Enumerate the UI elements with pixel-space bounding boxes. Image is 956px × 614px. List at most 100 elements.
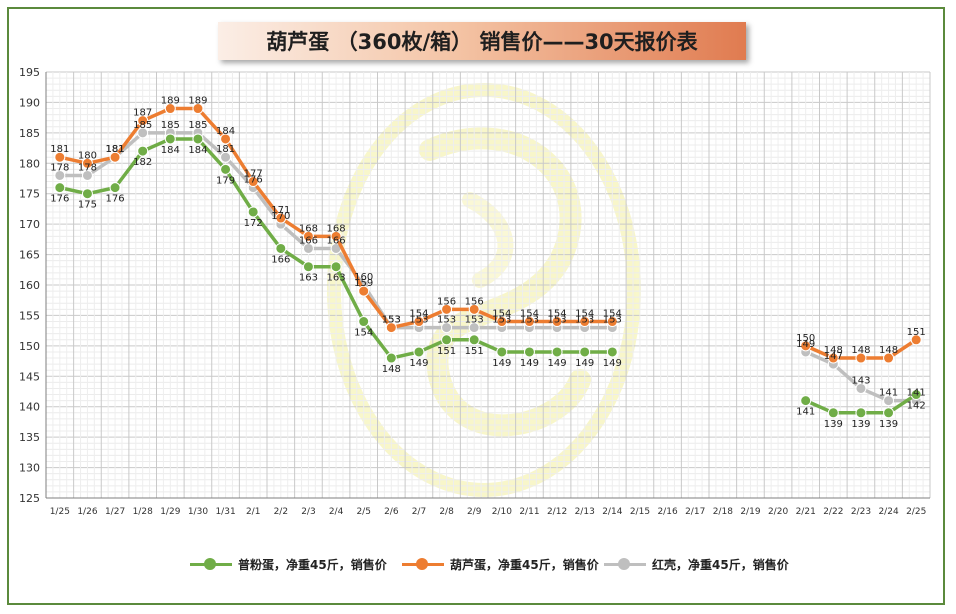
x-tick-label: 2/5 [356,507,370,517]
data-label: 176 [50,194,69,205]
data-label: 143 [851,375,870,386]
x-tick-label: 2/12 [547,507,567,517]
legend-swatch-series-2 [402,557,444,571]
data-point [551,316,563,328]
data-label: 149 [796,339,815,350]
data-point [855,382,867,394]
data-point [579,316,591,328]
data-point [441,303,453,315]
x-tick-label: 2/17 [685,507,705,517]
data-label: 148 [851,345,870,356]
data-point [523,316,535,328]
x-tick-label: 2/1 [246,507,260,517]
data-point [275,242,287,254]
data-label: 154 [548,309,567,320]
x-tick-label: 2/18 [713,507,733,517]
data-label: 151 [437,346,456,357]
data-label: 182 [133,157,152,168]
data-label: 168 [299,223,318,234]
data-point [302,261,314,273]
legend-label-series-1: 普粉蛋，净重45斤，销售价 [238,557,387,572]
data-point [883,407,895,419]
data-label: 181 [106,144,125,155]
series-2 [54,103,922,364]
data-point [330,261,342,273]
y-tick-label: 125 [19,492,40,505]
data-label: 153 [382,315,401,326]
data-point [468,303,480,315]
x-tick-label: 2/3 [301,507,315,517]
data-point [883,395,895,407]
data-point [496,316,508,328]
data-label: 185 [188,120,207,131]
data-label: 139 [879,419,898,430]
data-point [606,346,618,358]
data-point [441,322,453,334]
axes: 1251301351401451501551601651701751801851… [19,66,930,517]
data-label: 171 [271,205,290,216]
data-label: 139 [824,419,843,430]
x-tick-label: 2/6 [384,507,399,517]
data-label: 160 [354,272,373,283]
data-label: 147 [824,351,843,362]
data-point [910,334,922,346]
legend-item-series-1: 普粉蛋，净重45斤，销售价 [190,552,387,576]
data-point [358,285,370,297]
y-tick-label: 195 [19,66,40,79]
data-label: 189 [161,96,180,107]
x-tick-label: 2/2 [274,507,288,517]
data-label: 178 [78,162,97,173]
x-tick-label: 2/8 [439,507,454,517]
data-point [883,352,895,364]
data-label: 185 [133,120,152,131]
data-label: 156 [437,296,456,307]
grid-lines [45,71,931,499]
data-label: 170 [271,211,290,222]
x-tick-label: 2/16 [657,507,677,517]
data-point [413,346,425,358]
data-point [137,127,149,139]
legend: 普粉蛋，净重45斤，销售价 葫芦蛋，净重45斤，销售价 红壳，净重45斤，销售价 [180,552,790,576]
chart-title-banner: 葫芦蛋 （360枚/箱） 销售价——30天报价表 [218,22,746,60]
data-point [81,157,93,169]
data-point [385,352,397,364]
data-point [302,242,314,254]
data-point [192,133,204,145]
y-tick-label: 150 [19,340,40,353]
data-point [330,230,342,242]
legend-swatch-series-3 [604,557,646,571]
x-tick-label: 2/25 [906,507,926,517]
data-label: 187 [133,108,152,119]
data-label: 149 [520,358,539,369]
data-point [137,145,149,157]
data-point [385,322,397,334]
x-tick-label: 2/19 [740,507,760,517]
data-point [358,316,370,328]
data-label: 142 [907,401,926,412]
data-label: 153 [465,315,484,326]
data-label: 153 [409,315,428,326]
data-point [247,176,259,188]
chart-title: 葫芦蛋 （360枚/箱） 销售价——30天报价表 [266,30,698,54]
data-point [54,151,66,163]
data-label: 175 [78,200,97,211]
y-tick-label: 130 [19,462,40,475]
data-label: 168 [327,223,346,234]
data-label: 151 [907,327,926,338]
data-label: 149 [548,358,567,369]
y-tick-label: 180 [19,157,40,170]
data-label: 154 [354,328,373,339]
y-tick-label: 155 [19,309,40,322]
legend-item-series-2: 葫芦蛋，净重45斤，销售价 [402,552,599,576]
x-tick-label: 2/13 [575,507,595,517]
data-label: 166 [299,235,318,246]
data-point [275,212,287,224]
data-label: 150 [796,333,815,344]
y-tick-label: 175 [19,188,40,201]
data-point [827,407,839,419]
data-label: 149 [409,358,428,369]
x-tick-label: 2/24 [878,507,898,517]
data-point [164,103,176,115]
